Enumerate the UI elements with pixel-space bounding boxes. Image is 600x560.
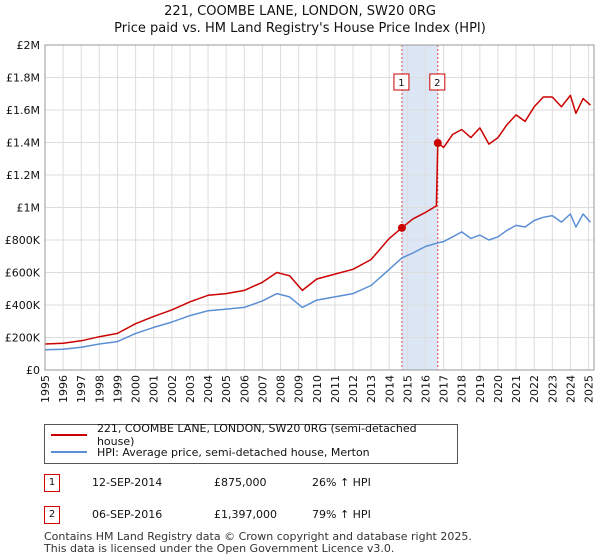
x-tick-label: 2019 [474,375,487,403]
legend-item-property: 221, COOMBE LANE, LONDON, SW20 0RG (semi… [51,422,457,448]
x-tick-label: 1999 [111,375,124,403]
x-tick-label: 2007 [256,375,269,403]
footer-copyright: Contains HM Land Registry data © Crown c… [44,530,472,543]
x-tick-label: 2015 [401,375,414,403]
x-tick-label: 2021 [510,375,523,403]
x-tick-label: 2000 [130,375,143,403]
sale-badge-box [429,73,446,91]
footer-licence: This data is licensed under the Open Gov… [44,542,395,555]
hpi-line [44,213,591,351]
transaction-hpi: 26% ↑ HPI [312,476,371,489]
transaction-date: 12-SEP-2014 [92,476,163,489]
chart-title: 221, COOMBE LANE, LONDON, SW20 0RG [164,4,436,19]
x-tick-label: 2003 [184,375,197,403]
plot-frame [44,44,595,371]
x-tick-label: 2002 [166,375,179,403]
sale-point [397,223,406,232]
x-tick-label: 2023 [546,375,559,403]
x-tick-label: 2013 [365,375,378,403]
sale-point [433,138,442,147]
x-tick-label: 2001 [148,375,161,403]
y-tick-label: £2M [17,39,41,52]
x-tick-label: 2009 [293,375,306,403]
legend-swatch-property [51,434,87,436]
x-tick-label: 2017 [438,375,451,403]
y-tick-label: £200K [5,332,41,345]
chart-subtitle: Price paid vs. HM Land Registry's House … [114,21,486,36]
y-tick-label: £1.2M [6,169,40,182]
property-price-line [44,94,591,345]
y-tick-label: £800K [5,234,41,247]
y-tick-label: £400K [5,299,41,312]
sale-badge-label: 2 [434,78,440,89]
x-tick-label: 2004 [202,375,215,403]
chart-legend: 221, COOMBE LANE, LONDON, SW20 0RG (semi… [44,422,458,464]
x-tick-label: 2005 [220,375,233,403]
x-tick-label: 1997 [75,375,88,403]
transaction-price: £875,000 [214,476,267,489]
y-tick-label: £0 [26,364,40,377]
legend-item-hpi: HPI: Average price, semi-detached house,… [51,444,370,460]
legend-swatch-hpi [51,451,87,453]
x-tick-label: 2016 [419,375,432,403]
transaction-price: £1,397,000 [214,508,277,521]
transaction-badge: 2 [44,506,60,524]
x-tick-label: 1995 [39,375,52,403]
x-tick-label: 2012 [347,375,360,403]
price-chart: 1 2 £0 £200K £400K £600K £800K £1M £1.2M £1.4M £1… [5,39,596,403]
y-tick-label: £600K [5,267,41,280]
y-tick-label: £1.6M [6,104,40,117]
transaction-badge: 1 [44,474,60,492]
y-tick-label: £1M [17,202,41,215]
sale-badge-box [393,73,410,91]
x-tick-label: 2022 [528,375,541,403]
x-tick-label: 2014 [383,375,396,403]
x-tick-label: 2020 [492,375,505,403]
x-tick-label: 2008 [275,375,288,403]
x-tick-label: 2010 [311,375,324,403]
transaction-hpi: 79% ↑ HPI [312,508,371,521]
y-tick-label: £1.4M [6,137,40,150]
x-tick-label: 2025 [583,375,596,403]
y-tick-label: £1.8M [6,72,40,85]
x-tick-label: 2024 [564,375,577,403]
transaction-date: 06-SEP-2016 [92,508,163,521]
legend-label-property: 221, COOMBE LANE, LONDON, SW20 0RG (semi… [96,422,417,448]
x-tick-label: 1998 [93,375,106,403]
footer: Contains HM Land Registry data © Crown c… [44,531,472,555]
x-tick-label: 1996 [57,375,70,403]
legend-label-hpi: HPI: Average price, semi-detached house,… [97,445,370,459]
x-tick-label: 2011 [329,375,342,403]
x-tick-label: 2018 [456,375,469,403]
x-tick-label: 2006 [238,375,251,403]
sale-badge-label: 1 [398,78,404,89]
